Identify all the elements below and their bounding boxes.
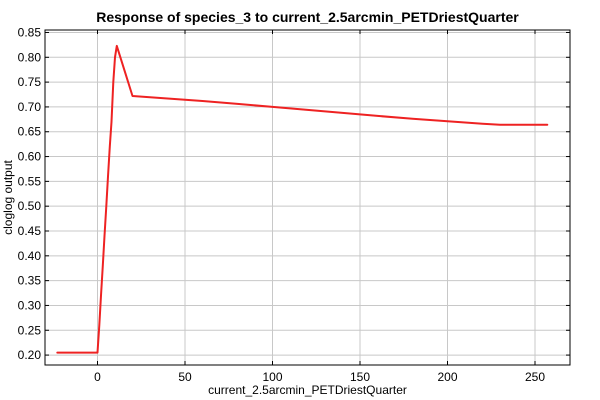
tick-marks [45,30,570,365]
x-tick-label: 250 [525,370,545,384]
y-axis-label: cloglog output [1,159,15,234]
plot-frame [44,29,571,366]
y-tick-label: 0.80 [18,50,42,64]
x-tick-label: 50 [178,370,192,384]
x-tick-label: 150 [350,370,370,384]
y-tick-label: 0.45 [18,224,42,238]
x-tick-label: 0 [94,370,101,384]
response-curve [56,44,549,354]
x-tick-label: 100 [262,370,282,384]
x-tick-label: 200 [437,370,457,384]
y-tick-label: 0.70 [18,100,42,114]
y-tick-label: 0.20 [18,348,42,362]
y-tick-label: 0.75 [18,75,42,89]
grid-lines [45,30,570,365]
y-tick-label: 0.60 [18,150,42,164]
x-axis-label: current_2.5arcmin_PETDriestQuarter [208,383,407,397]
y-tick-label: 0.65 [18,125,42,139]
y-tick-label: 0.55 [18,174,42,188]
y-tick-label: 0.40 [18,249,42,263]
y-tick-label: 0.35 [18,274,42,288]
y-tick-label: 0.85 [18,25,42,39]
y-tick-label: 0.30 [18,298,42,312]
y-tick-label: 0.25 [18,323,42,337]
chart-title: Response of species_3 to current_2.5arcm… [96,9,519,25]
tick-labels: 0 50 100 150 200 250 0.20 0.25 0.30 0.35 0.40 0.45 0… [18,25,546,384]
series-layer [56,44,549,354]
y-tick-label: 0.50 [18,199,42,213]
